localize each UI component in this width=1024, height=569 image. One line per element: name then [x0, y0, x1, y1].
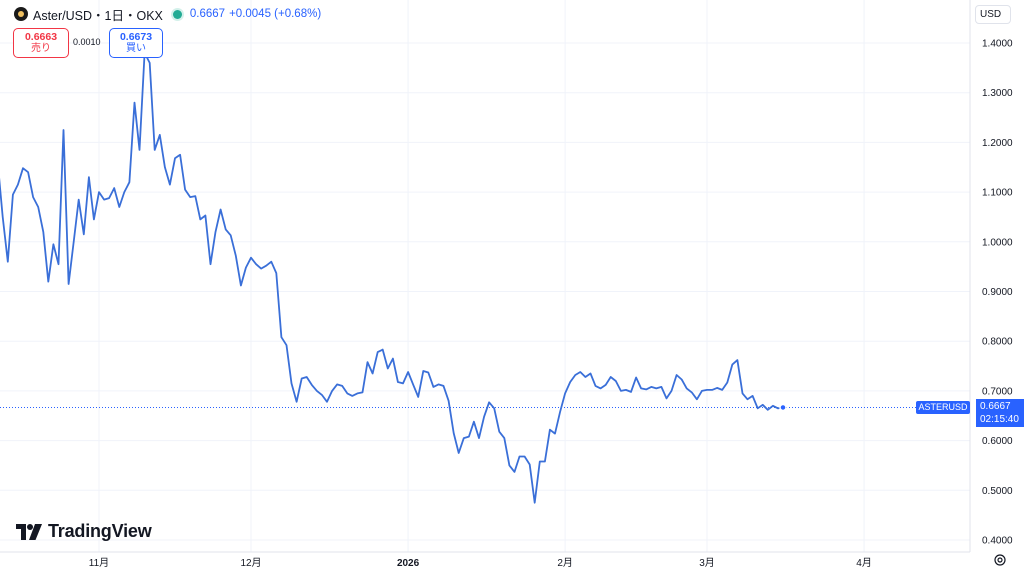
price-tick-label: 0.9000 [982, 287, 1013, 298]
tradingview-logo[interactable]: TradingView [16, 521, 152, 542]
symbol-title[interactable]: Aster/USD・1日・OKX [33, 8, 163, 23]
price-tick-label: 1.2000 [982, 138, 1013, 149]
brand-name: TradingView [48, 521, 152, 541]
time-tick-label: 4月 [856, 557, 872, 569]
last-price-label: 0.6667 02:15:40 [976, 399, 1024, 427]
market-status-icon[interactable] [172, 9, 182, 19]
time-scale[interactable]: 11月 12月 2026 2月 3月 4月 [89, 557, 872, 569]
time-tick-label: 11月 [89, 557, 109, 569]
sell-button[interactable]: 0.6663 売り [13, 28, 69, 58]
price-tick-label: 1.0000 [982, 237, 1013, 248]
chart-settings-gear-icon[interactable] [993, 553, 1007, 567]
price-tick-label: 1.3000 [982, 88, 1013, 99]
legend-change: +0.0045 (+0.68%) [229, 8, 322, 20]
spread-value: 0.0010 [73, 37, 101, 47]
sell-label: 売り [31, 43, 51, 54]
price-line-series [0, 52, 784, 504]
chart-grid [0, 0, 970, 552]
time-tick-label: 3月 [699, 557, 715, 569]
time-tick-label: 2月 [557, 557, 573, 569]
last-price-dot [779, 403, 787, 412]
price-tick-label: 1.1000 [982, 188, 1013, 199]
price-tick-label: 0.5000 [982, 486, 1013, 497]
price-tick-label: 0.6000 [982, 436, 1013, 447]
price-tick-label: 0.4000 [982, 536, 1013, 547]
currency-button[interactable]: USD [975, 5, 1011, 24]
price-tick-label: 0.7000 [982, 386, 1013, 397]
time-tick-label: 12月 [240, 557, 261, 569]
tradingview-mark-icon [16, 523, 42, 540]
last-price-tag-value: 0.6667 [980, 401, 1011, 412]
price-tick-label: 0.8000 [982, 337, 1013, 348]
sell-price: 0.6663 [24, 31, 58, 43]
aster-logo-icon [14, 7, 28, 21]
symbol-price-label: ASTERUSD [916, 401, 970, 414]
bar-countdown: 02:15:40 [980, 414, 1019, 425]
chart-legend: Aster/USD・1日・OKX 0.6667 +0.0045 (+0.68%) [14, 5, 321, 23]
buy-price: 0.6673 [119, 31, 153, 43]
buy-button[interactable]: 0.6673 買い [109, 28, 163, 58]
price-scale[interactable]: 1.4000 1.3000 1.2000 1.1000 1.0000 0.9000 0.80… [982, 39, 1013, 547]
buy-label: 買い [126, 43, 146, 54]
time-tick-label: 2026 [397, 558, 420, 569]
price-tick-label: 1.4000 [982, 39, 1013, 50]
legend-last-price: 0.6667 [189, 8, 226, 20]
